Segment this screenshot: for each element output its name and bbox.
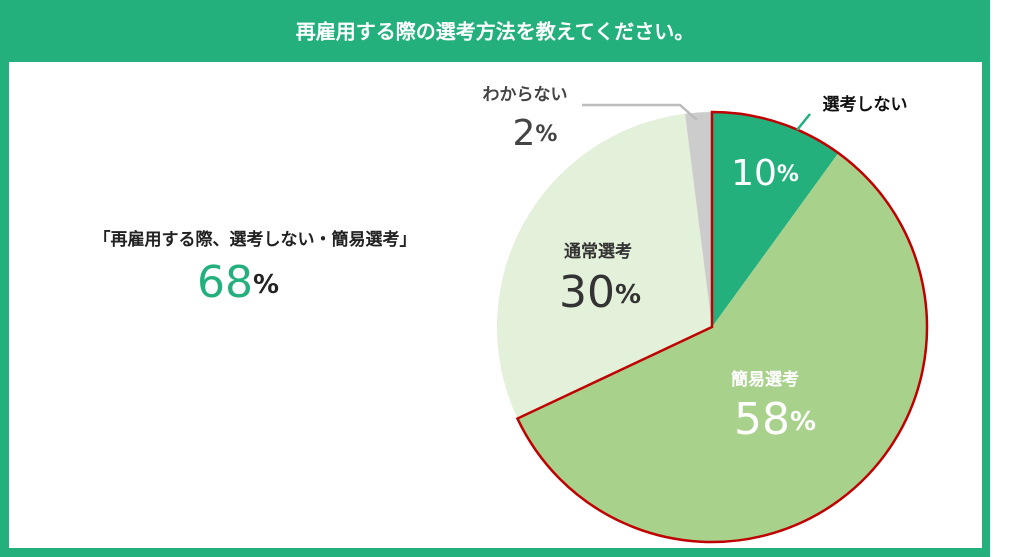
slice-name: 通常選考 bbox=[564, 241, 632, 262]
slice-value-number: 2 bbox=[513, 113, 536, 154]
slice-value-unit: % bbox=[615, 280, 641, 310]
slice-name: わからない bbox=[483, 85, 568, 105]
highlight-unit: % bbox=[253, 270, 279, 300]
selection-outline bbox=[515, 110, 929, 544]
slice-value-number: 30 bbox=[559, 267, 615, 318]
slice-value-unit: % bbox=[535, 122, 557, 147]
highlight-value: 68% bbox=[197, 257, 279, 308]
chart-title: 再雇用する際の選考方法を教えてください。 bbox=[296, 20, 694, 44]
leader-line bbox=[796, 113, 811, 131]
slice-value-unit: % bbox=[777, 162, 799, 187]
pie-slice bbox=[496, 113, 712, 419]
slice-value: 2% bbox=[513, 113, 558, 154]
slice-value: 58% bbox=[734, 394, 816, 445]
highlight-number: 68 bbox=[197, 257, 253, 308]
slice-value: 30% bbox=[559, 267, 641, 318]
slice-value-number: 58 bbox=[734, 394, 790, 445]
pie-slice bbox=[712, 112, 839, 327]
slice-value-number: 10 bbox=[731, 153, 777, 194]
slice-value: 10% bbox=[731, 153, 799, 194]
pie-slice bbox=[517, 153, 927, 542]
pie-slice bbox=[685, 112, 712, 327]
slice-name: 選考しない bbox=[823, 94, 908, 115]
slice-value-unit: % bbox=[790, 407, 816, 437]
leader-line bbox=[582, 103, 698, 121]
highlight-text: 「再雇用する際、選考しない・簡易選考」 bbox=[94, 229, 417, 250]
slice-name: 簡易選考 bbox=[730, 369, 799, 390]
